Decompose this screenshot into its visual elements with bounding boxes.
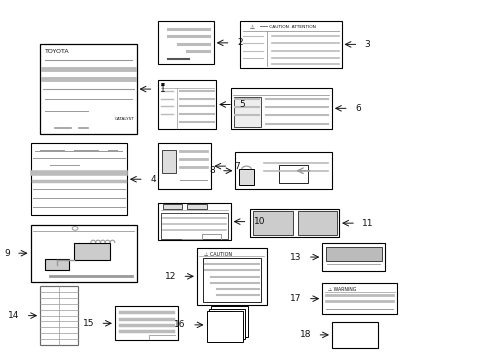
Text: 2: 2 (236, 39, 242, 48)
Text: CATALYST: CATALYST (114, 117, 134, 121)
Text: 4: 4 (150, 175, 155, 184)
Bar (211, 306, 247, 337)
Text: 13: 13 (289, 253, 301, 262)
Bar (234, 97, 260, 127)
Text: 8: 8 (208, 166, 214, 175)
Text: TOYOTA: TOYOTA (45, 49, 69, 54)
Bar (197, 248, 266, 305)
Text: ⚠ WARNING: ⚠ WARNING (327, 287, 356, 292)
Text: ─── CAUTION  ATTENTION: ─── CAUTION ATTENTION (259, 25, 315, 29)
Text: 11: 11 (362, 219, 373, 228)
Bar (239, 169, 253, 185)
Bar (158, 21, 213, 64)
Bar (162, 150, 175, 173)
Text: 5: 5 (239, 100, 244, 109)
Text: 3: 3 (364, 40, 370, 49)
Text: 7: 7 (234, 162, 240, 171)
Bar (240, 21, 341, 68)
Text: 1: 1 (160, 85, 165, 94)
Text: ⚠: ⚠ (249, 25, 254, 30)
Bar (158, 143, 211, 189)
Bar (278, 165, 307, 183)
Bar (322, 283, 396, 314)
Bar (115, 306, 177, 340)
Bar (206, 311, 242, 342)
Bar (161, 213, 228, 239)
Text: 9: 9 (4, 249, 10, 258)
Bar (253, 211, 292, 235)
Bar (30, 143, 127, 215)
Bar (40, 286, 78, 345)
Text: 16: 16 (174, 320, 185, 329)
Bar (163, 204, 182, 209)
Text: 15: 15 (82, 319, 94, 328)
Text: 6: 6 (354, 104, 360, 113)
Bar (30, 225, 136, 282)
Text: 14: 14 (8, 311, 20, 320)
Text: 12: 12 (164, 272, 176, 281)
Bar (40, 44, 136, 134)
Bar (249, 209, 339, 237)
Text: 17: 17 (289, 294, 301, 303)
Bar (325, 247, 381, 261)
Bar (235, 152, 331, 189)
Bar (158, 80, 216, 129)
Bar (230, 87, 331, 129)
Bar (74, 243, 110, 260)
Bar (45, 259, 69, 270)
Bar (158, 203, 230, 240)
Bar (322, 243, 384, 271)
Bar (208, 309, 244, 339)
Bar (331, 322, 377, 348)
Text: ⚠ CAUTION: ⚠ CAUTION (203, 252, 232, 257)
Text: 18: 18 (299, 330, 310, 339)
Bar (187, 204, 206, 209)
Text: 10: 10 (253, 217, 264, 226)
Text: ■: ■ (161, 83, 164, 87)
Bar (297, 211, 336, 235)
Bar (202, 258, 261, 302)
